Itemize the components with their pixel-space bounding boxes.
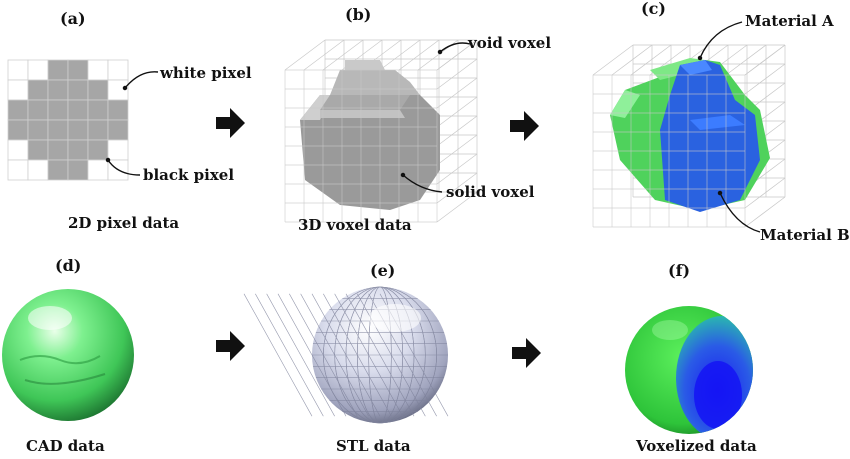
black-pixel [47,99,69,121]
black-pixel [7,99,29,121]
material-voxel-front-grid [592,74,746,228]
panel-b-caption: 3D voxel data [298,216,412,234]
void-voxel-front-grid [284,69,438,223]
white-pixel [27,59,49,81]
black-pixel [27,79,49,101]
black-pixel [87,99,109,121]
material-a-label: Material A [745,12,834,30]
black-pixel [47,79,69,101]
arrow-b-to-c [510,111,539,141]
white-pixel-annotation: white pixel [122,64,252,91]
black-pixel [87,79,109,101]
panel-f-label: (f) [668,261,690,280]
black-pixel [27,119,49,141]
white-pixel [7,159,29,181]
black-pixel [47,119,69,141]
white-pixel-label: white pixel [159,64,252,82]
panel-d-caption: CAD data [26,437,105,455]
black-pixel [87,139,109,161]
panel-a-label: (a) [60,9,86,28]
voxel-cube [284,39,478,223]
solid-voxel-annotation: solid voxel [400,172,535,201]
black-pixel [87,119,109,141]
arrow-e-to-f [512,338,541,368]
panel-a-caption: 2D pixel data [68,214,179,232]
white-pixel [27,159,49,181]
black-pixel-label: black pixel [143,166,234,184]
white-pixel [107,79,129,101]
white-pixel [7,139,29,161]
black-pixel [47,159,69,181]
black-pixel [67,59,89,81]
panel-c-label: (c) [641,0,666,18]
white-pixel [107,139,129,161]
white-pixel [7,79,29,101]
pixel-grid [7,59,129,181]
material-b-label: Material B [760,226,850,244]
white-pixel [87,59,109,81]
black-pixel [47,59,69,81]
black-pixel [67,119,89,141]
solid-voxel-shape [300,60,440,210]
cad-sphere [2,289,134,421]
void-voxel-annotation: void voxel [437,34,551,55]
black-pixel-annotation: black pixel [105,157,234,184]
black-pixel [107,119,129,141]
solid-voxel-label: solid voxel [446,183,535,201]
material-b-annotation: Material B [717,190,850,244]
white-pixel [87,159,109,181]
black-pixel [47,139,69,161]
black-pixel [107,99,129,121]
stl-sphere [243,286,449,424]
white-pixel [7,59,29,81]
white-pixel [107,59,129,81]
panel-b-label: (b) [345,5,371,24]
black-pixel [27,99,49,121]
voxelized-sphere [625,306,753,434]
black-pixel [27,139,49,161]
black-pixel [67,139,89,161]
black-pixel [67,79,89,101]
black-pixel [67,159,89,181]
black-pixel [67,99,89,121]
arrow-d-to-e [216,331,245,361]
panel-e-caption: STL data [336,437,411,455]
panel-e-label: (e) [370,261,395,280]
material-b-region [660,60,760,212]
panel-f-caption: Voxelized data [635,437,757,455]
arrow-a-to-b [216,108,245,138]
material-a-annotation: Material A [697,12,834,61]
void-voxel-label: void voxel [467,34,551,52]
panel-d-label: (d) [55,256,81,275]
black-pixel [7,119,29,141]
material-cube [592,44,786,228]
